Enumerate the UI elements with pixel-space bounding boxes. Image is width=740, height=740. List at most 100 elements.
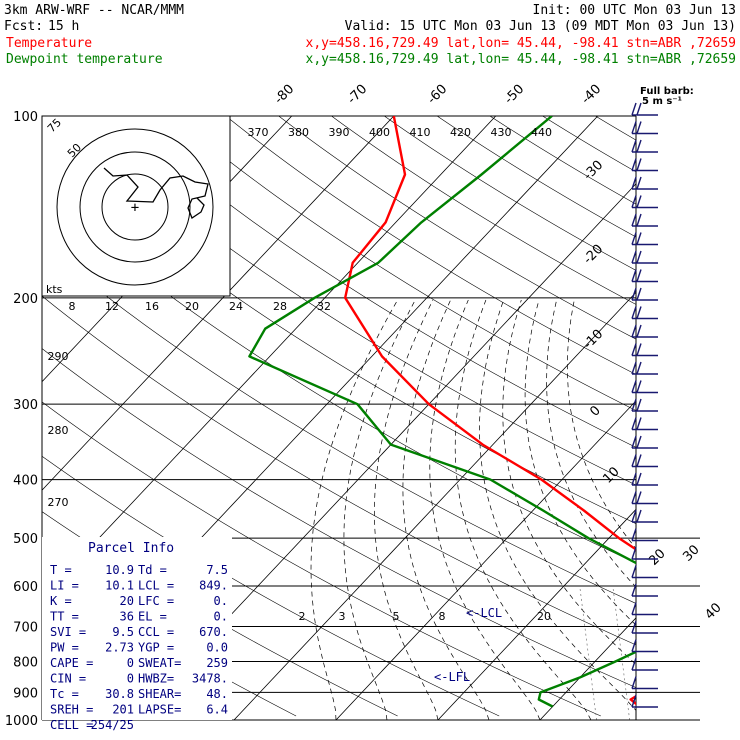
parcel-value: EL = (138, 610, 167, 624)
parcel-info-panel: Parcel Info T = 10.9 Td = 7.5LI = 10.1 LCL = 8… (42, 537, 232, 732)
wind-barb-flag (632, 529, 636, 541)
temperature-axis-label: -30 (581, 158, 607, 184)
mixing-ratio-line (613, 586, 630, 720)
wind-barb-flag (637, 307, 641, 319)
forecast-label: Fcst: (4, 19, 43, 34)
hodograph-speed-label: 8 (69, 300, 76, 313)
parcel-value: 48. (206, 687, 228, 701)
theta-left-label: 280 (48, 424, 69, 437)
wind-barb-flag (632, 251, 636, 263)
theta-label: 430 (491, 126, 512, 139)
wind-barb-flag (637, 122, 641, 134)
temperature-axis-label: 0 (587, 403, 603, 419)
pressure-label: 100 (13, 110, 38, 125)
valid-time: Valid: 15 UTC Mon 03 Jun 13 (09 MDT Mon … (345, 19, 736, 34)
temperature-axis-label: -20 (581, 242, 607, 268)
mixing-ratio-line (654, 586, 671, 720)
parcel-value: HWBZ= (138, 672, 174, 686)
wind-barb-flag (637, 399, 641, 411)
parcel-value: CAPE = (50, 656, 93, 670)
temperature-axis-label: 30 (680, 542, 702, 564)
temperature-axis-label: -10 (581, 327, 607, 353)
parcel-value: LAPSE= (138, 703, 181, 717)
dewpoint-location: x,y=458.16,729.49 lat,lon= 45.44, -98.41… (306, 52, 736, 67)
theta-left-label: 270 (48, 496, 69, 509)
wind-barb-flag (632, 325, 636, 337)
wind-barb-flag (637, 344, 641, 356)
hodograph-speed-label: 24 (229, 300, 243, 313)
isotherm-line (438, 116, 740, 720)
wind-barb-flag (637, 436, 641, 448)
moist-adiabat (480, 300, 643, 720)
parcel-value: 0. (214, 594, 228, 608)
parcel-value: SREH = (50, 703, 93, 717)
hodograph-units: kts (46, 283, 63, 296)
wind-barb-flag (632, 270, 636, 282)
temperature-trace (345, 116, 718, 707)
wind-barb-flag (632, 473, 636, 485)
wind-barb-flag (632, 381, 636, 393)
parcel-value: 10.1 (105, 579, 134, 593)
pressure-label: 200 (13, 292, 38, 307)
hodograph-origin-icon: + (131, 200, 139, 216)
wind-barb-flag (632, 140, 636, 152)
temperature-legend: Temperature (6, 36, 92, 51)
hodograph-speed-label: 28 (273, 300, 287, 313)
isotherm-line (336, 116, 740, 720)
wind-barb-flag (632, 418, 636, 430)
wind-barb-flag (637, 418, 641, 430)
wind-barb-flag (632, 362, 636, 374)
parcel-value: SHEAR= (138, 687, 181, 701)
mixing-ratio-label: 20 (537, 610, 551, 623)
wind-barb-flag (632, 603, 636, 615)
wind-barb-flag (637, 177, 641, 189)
isotherm-line (540, 116, 740, 720)
wind-barb-flag (637, 288, 641, 300)
wind-barb-flag (637, 473, 641, 485)
parcel-value: 36 (120, 610, 134, 624)
parcel-value: 849. (199, 579, 228, 593)
wind-barb-flag (632, 640, 636, 652)
wind-barb-flag (632, 455, 636, 467)
parcel-value: 2.73 (105, 641, 134, 655)
pressure-label: 700 (13, 620, 38, 635)
wind-barb-flag (632, 177, 636, 189)
wind-barb-flag (632, 196, 636, 208)
temperature-axis-label: 10 (600, 464, 622, 486)
hodograph-speed-label: 12 (105, 300, 119, 313)
parcel-value: 0 (127, 672, 134, 686)
parcel-value: 10.9 (105, 563, 134, 577)
wind-barb-flag (637, 196, 641, 208)
pressure-label: 400 (13, 474, 38, 489)
theta-label: 400 (369, 126, 390, 139)
parcel-value: TT = (50, 610, 79, 624)
theta-label: 420 (450, 126, 471, 139)
mixing-ratio-label: 5 (393, 610, 400, 623)
wind-barb-flag (637, 140, 641, 152)
hodograph-speed-label: 32 (317, 300, 331, 313)
parcel-value: 254/25 (91, 718, 134, 732)
theta-label: 370 (248, 126, 269, 139)
pressure-label: 900 (13, 686, 38, 701)
parcel-value: 0. (214, 610, 228, 624)
wind-barb-flag (632, 103, 636, 115)
wind-barb-flag (632, 233, 636, 245)
wind-barb-flag (632, 122, 636, 134)
parcel-value: 0 (127, 656, 134, 670)
isotherm-line (642, 116, 740, 720)
theta-label: 380 (288, 126, 309, 139)
parcel-value: SVI = (50, 625, 86, 639)
parcel-value: 20 (120, 594, 134, 608)
wind-barb-flag (637, 214, 641, 226)
temperature-axis-label: -40 (579, 82, 605, 108)
barb-key-value: 5 m s⁻¹ (642, 96, 682, 107)
moist-adiabat (567, 300, 740, 720)
wind-barb-flag (632, 307, 636, 319)
wind-barb-flag (632, 214, 636, 226)
parcel-value: CIN = (50, 672, 86, 686)
hodograph-speed-label: 20 (185, 300, 199, 313)
mixing-ratio-label: 2 (299, 610, 306, 623)
wind-barb-flag (632, 492, 636, 504)
pressure-label: 1000 (5, 714, 38, 729)
parcel-value: T = (50, 563, 72, 577)
